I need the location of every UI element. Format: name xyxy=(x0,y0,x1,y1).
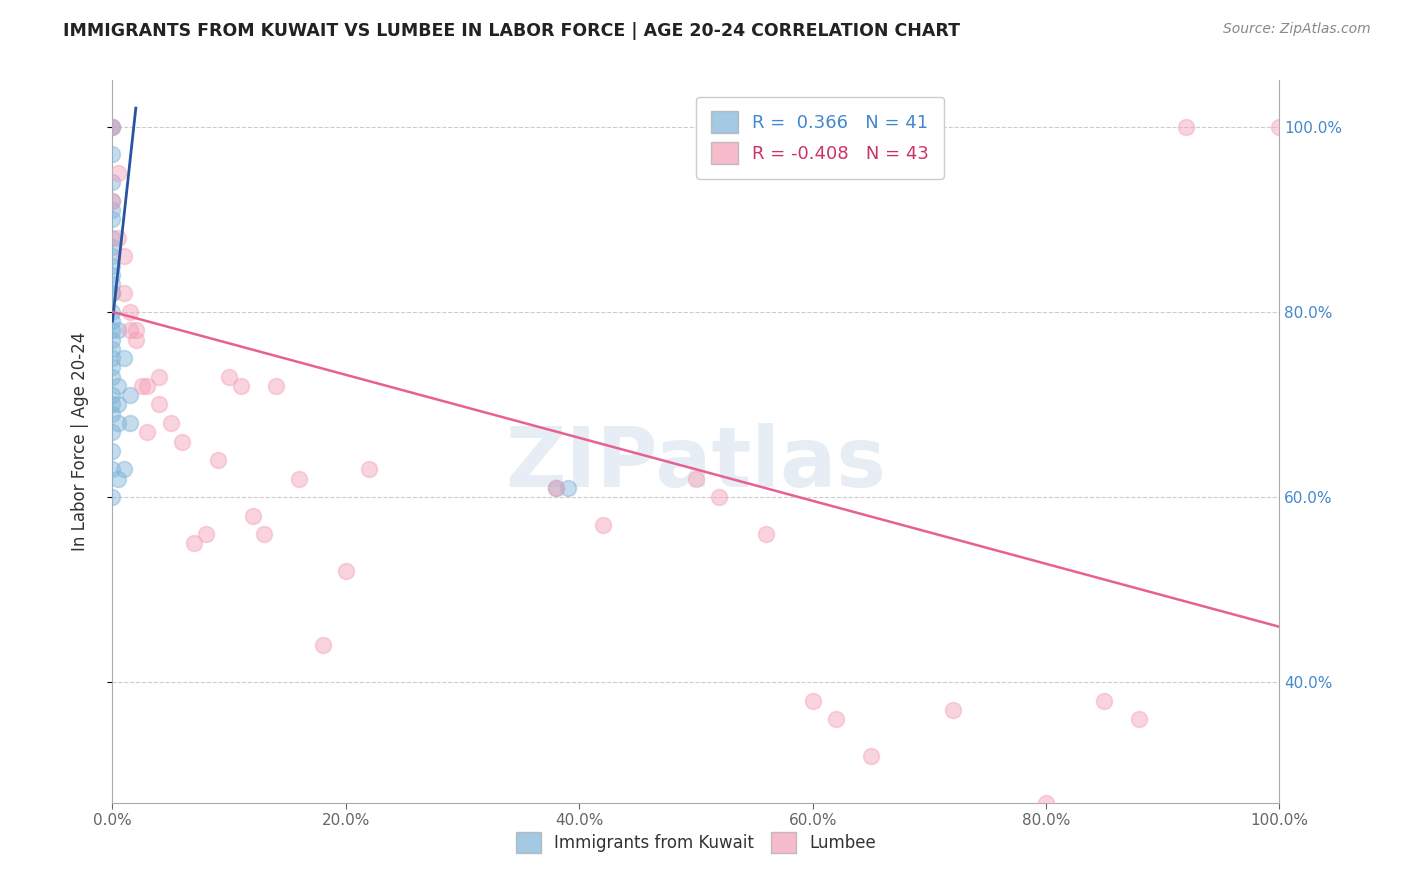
Point xyxy=(107,379,129,393)
Point xyxy=(101,286,124,301)
Point xyxy=(148,369,170,384)
Point xyxy=(335,564,357,578)
Point xyxy=(112,249,135,263)
Point xyxy=(101,268,124,282)
Point xyxy=(118,388,141,402)
Y-axis label: In Labor Force | Age 20-24: In Labor Force | Age 20-24 xyxy=(70,332,89,551)
Point xyxy=(183,536,205,550)
Point xyxy=(131,379,153,393)
Point xyxy=(311,638,333,652)
Point xyxy=(107,323,129,337)
Point xyxy=(101,314,124,328)
Point xyxy=(544,481,567,495)
Point xyxy=(101,120,124,134)
Point xyxy=(118,416,141,430)
Point xyxy=(101,231,124,245)
Point xyxy=(101,120,124,134)
Point xyxy=(107,397,129,411)
Text: IMMIGRANTS FROM KUWAIT VS LUMBEE IN LABOR FORCE | AGE 20-24 CORRELATION CHART: IMMIGRANTS FROM KUWAIT VS LUMBEE IN LABO… xyxy=(63,22,960,40)
Text: Source: ZipAtlas.com: Source: ZipAtlas.com xyxy=(1223,22,1371,37)
Legend: Immigrants from Kuwait, Lumbee: Immigrants from Kuwait, Lumbee xyxy=(509,826,883,860)
Point xyxy=(253,527,276,541)
Point xyxy=(359,462,381,476)
Point xyxy=(101,323,124,337)
Point xyxy=(101,212,124,227)
Point xyxy=(101,175,124,189)
Point xyxy=(118,323,141,337)
Point xyxy=(544,481,567,495)
Point xyxy=(101,490,124,504)
Point xyxy=(101,425,124,440)
Point xyxy=(107,472,129,486)
Point xyxy=(1094,694,1116,708)
Point xyxy=(592,517,614,532)
Point xyxy=(172,434,194,449)
Point xyxy=(264,379,287,393)
Point xyxy=(101,147,124,161)
Point xyxy=(1128,713,1150,727)
Point xyxy=(101,407,124,421)
Point xyxy=(229,379,252,393)
Point xyxy=(825,713,848,727)
Point xyxy=(101,249,124,263)
Point xyxy=(101,202,124,217)
Point xyxy=(101,342,124,356)
Point xyxy=(101,194,124,208)
Text: ZIPatlas: ZIPatlas xyxy=(506,423,886,504)
Point xyxy=(709,490,731,504)
Point xyxy=(148,397,170,411)
Point xyxy=(136,425,159,440)
Point xyxy=(101,333,124,347)
Point xyxy=(125,323,148,337)
Point xyxy=(207,453,229,467)
Point xyxy=(101,462,124,476)
Point xyxy=(557,481,579,495)
Point xyxy=(160,416,183,430)
Point xyxy=(101,305,124,319)
Point xyxy=(1175,120,1198,134)
Point xyxy=(112,286,135,301)
Point xyxy=(242,508,264,523)
Point xyxy=(101,397,124,411)
Point xyxy=(194,527,217,541)
Point xyxy=(125,333,148,347)
Point xyxy=(107,416,129,430)
Point xyxy=(1035,796,1057,810)
Point xyxy=(112,351,135,366)
Point xyxy=(101,388,124,402)
Point xyxy=(101,286,124,301)
Point xyxy=(101,351,124,366)
Point xyxy=(101,277,124,291)
Point xyxy=(101,360,124,375)
Point xyxy=(107,166,129,180)
Point xyxy=(101,194,124,208)
Point xyxy=(1268,120,1291,134)
Point xyxy=(288,472,311,486)
Point xyxy=(101,120,124,134)
Point xyxy=(860,749,883,764)
Point xyxy=(801,694,824,708)
Point xyxy=(218,369,240,384)
Point xyxy=(136,379,159,393)
Point xyxy=(755,527,778,541)
Point xyxy=(101,369,124,384)
Point xyxy=(942,703,965,717)
Point xyxy=(112,462,135,476)
Point xyxy=(107,231,129,245)
Point xyxy=(101,240,124,254)
Point xyxy=(101,259,124,273)
Point xyxy=(118,305,141,319)
Point xyxy=(101,443,124,458)
Point xyxy=(685,472,707,486)
